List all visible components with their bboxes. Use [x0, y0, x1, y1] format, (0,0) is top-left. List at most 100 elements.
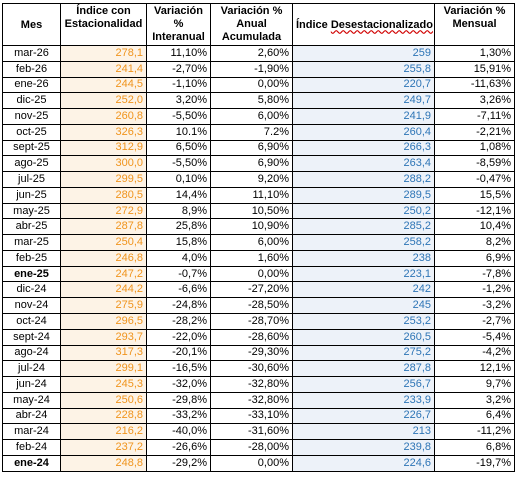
cell-desest: 256,7: [292, 376, 435, 393]
cell-mes: may-24: [2, 391, 61, 409]
table-row: feb-24 237,2 -26,6% -28,00% 239,8 6,8%: [2, 439, 515, 456]
cell-mensual: -19,7%: [434, 454, 515, 472]
cell-indice: 299,1: [60, 360, 147, 378]
header-indice: Índice con Estacionalidad: [60, 3, 147, 46]
table-row: jun-24 245,3 -32,0% -32,80% 256,7 9,7%: [2, 376, 515, 393]
cell-mensual: 3,2%: [434, 391, 515, 409]
cell-interanual: -28,2%: [146, 313, 211, 330]
cell-interanual: 4,0%: [146, 249, 211, 267]
cell-anual: 10,50%: [210, 202, 293, 220]
cell-anual: -31,60%: [210, 423, 293, 441]
cell-anual: 1,60%: [210, 249, 293, 267]
cell-interanual: -40,0%: [146, 423, 211, 441]
cell-interanual: -5,50%: [146, 108, 211, 125]
header-interanual-line1: Variación: [154, 5, 203, 17]
table-row: feb-26 241,4 -2,70% -1,90% 255,8 15,91%: [2, 60, 515, 78]
cell-mensual: 1,30%: [434, 45, 515, 62]
cell-indice: 300,0: [60, 155, 147, 173]
cell-anual: 7.2%: [210, 123, 293, 141]
cell-mensual: -7,11%: [434, 108, 515, 125]
cell-indice: 278,1: [60, 45, 147, 62]
cell-mes: dic-24: [2, 281, 61, 299]
cell-interanual: 11,10%: [146, 45, 211, 62]
table-row: dic-25 252,0 3,20% 5,80% 249,7 3,26%: [2, 92, 515, 110]
cell-mensual: -0,47%: [434, 171, 515, 188]
cell-indice: 272,9: [60, 202, 147, 220]
cell-anual: 11,10%: [210, 186, 293, 204]
table-row: nov-25 260,8 -5,50% 6,00% 241,9 -7,11%: [2, 108, 515, 125]
header-interanual-line2: %: [173, 18, 184, 30]
cell-mes: ene-24: [2, 454, 61, 472]
cell-indice: 317,3: [60, 344, 147, 362]
cell-indice: 299,5: [60, 171, 147, 188]
cell-mensual: -4,2%: [434, 344, 515, 362]
table-row: oct-24 296,5 -28,2% -28,70% 253,2 -2,7%: [2, 313, 515, 330]
cell-desest: 255,8: [292, 60, 435, 78]
cell-mensual: -5,4%: [434, 328, 515, 346]
table-row: sept-25 312,9 6,50% 6,90% 266,3 1,08%: [2, 139, 515, 157]
cell-anual: -27,20%: [210, 281, 293, 299]
header-desest-underlined: Desestacionalizado: [330, 18, 433, 31]
header-anual: Variación % Anual Acumulada: [210, 3, 293, 46]
cell-interanual: -29,8%: [146, 391, 211, 409]
header-row: Mes Índice con Estacionalidad Variación …: [2, 3, 515, 46]
header-mensual-line2: Mensual: [452, 18, 497, 30]
cell-desest: 239,8: [292, 439, 435, 456]
cell-mes: may-25: [2, 202, 61, 220]
cell-desest: 245: [292, 297, 435, 315]
cell-desest: 289,5: [292, 186, 435, 204]
cell-desest: 224,6: [292, 454, 435, 472]
cell-desest: 258,2: [292, 234, 435, 251]
cell-mensual: 6,9%: [434, 249, 515, 267]
cell-indice: 228,8: [60, 407, 147, 425]
cell-indice: 293,7: [60, 328, 147, 346]
cell-mensual: 10,4%: [434, 218, 515, 236]
cell-anual: 0,00%: [210, 76, 293, 94]
data-table: Mes Índice con Estacionalidad Variación …: [2, 3, 515, 472]
table-row: ene-24 248,8 -29,2% 0,00% 224,6 -19,7%: [2, 454, 515, 472]
cell-interanual: 0,10%: [146, 171, 211, 188]
header-anual-line1: Variación %: [220, 5, 283, 17]
cell-indice: 241,4: [60, 60, 147, 78]
cell-desest: 263,4: [292, 155, 435, 173]
header-mes-label: Mes: [20, 18, 43, 31]
cell-mensual: -12,1%: [434, 202, 515, 220]
cell-mes: sept-25: [2, 139, 61, 157]
header-desest: Índice Desestacionalizado: [292, 3, 435, 46]
cell-anual: 9,20%: [210, 171, 293, 188]
cell-mensual: 15,5%: [434, 186, 515, 204]
cell-indice: 275,9: [60, 297, 147, 315]
cell-anual: 6,90%: [210, 155, 293, 173]
cell-desest: 238: [292, 249, 435, 267]
cell-mensual: 6,8%: [434, 439, 515, 456]
table-row: sept-24 293,7 -22,0% -28,60% 260,5 -5,4%: [2, 328, 515, 346]
cell-mensual: -8,59%: [434, 155, 515, 173]
table-row: abr-24 228,8 -33,2% -33,10% 226,7 6,4%: [2, 407, 515, 425]
table-row: mar-25 250,4 15,8% 6,00% 258,2 8,2%: [2, 234, 515, 251]
cell-mes: nov-24: [2, 297, 61, 315]
cell-interanual: 10.1%: [146, 123, 211, 141]
cell-interanual: -2,70%: [146, 60, 211, 78]
cell-interanual: -20,1%: [146, 344, 211, 362]
cell-mensual: -1,2%: [434, 281, 515, 299]
cell-anual: -28,50%: [210, 297, 293, 315]
cell-desest: 223,1: [292, 265, 435, 283]
table-row: mar-24 216,2 -40,0% -31,60% 213 -11,2%: [2, 423, 515, 441]
table-row: jul-24 299,1 -16,5% -30,60% 287,8 12,1%: [2, 360, 515, 378]
table-row: ago-24 317,3 -20,1% -29,30% 275,2 -4,2%: [2, 344, 515, 362]
cell-mes: dic-25: [2, 92, 61, 110]
header-anual-line2: Anual: [236, 18, 267, 30]
cell-interanual: 25,8%: [146, 218, 211, 236]
table-row: oct-25 326,3 10.1% 7.2% 260,4 -2,21%: [2, 123, 515, 141]
cell-interanual: -1,10%: [146, 76, 211, 94]
table-header: Mes Índice con Estacionalidad Variación …: [2, 3, 515, 46]
header-mensual-line1: Variación %: [443, 5, 506, 17]
cell-mes: oct-25: [2, 123, 61, 141]
cell-anual: 0,00%: [210, 265, 293, 283]
cell-anual: 5,80%: [210, 92, 293, 110]
cell-indice: 248,8: [60, 454, 147, 472]
cell-anual: -28,60%: [210, 328, 293, 346]
cell-interanual: -33,2%: [146, 407, 211, 425]
cell-desest: 226,7: [292, 407, 435, 425]
header-interanual-line3: Interanual: [152, 31, 205, 43]
